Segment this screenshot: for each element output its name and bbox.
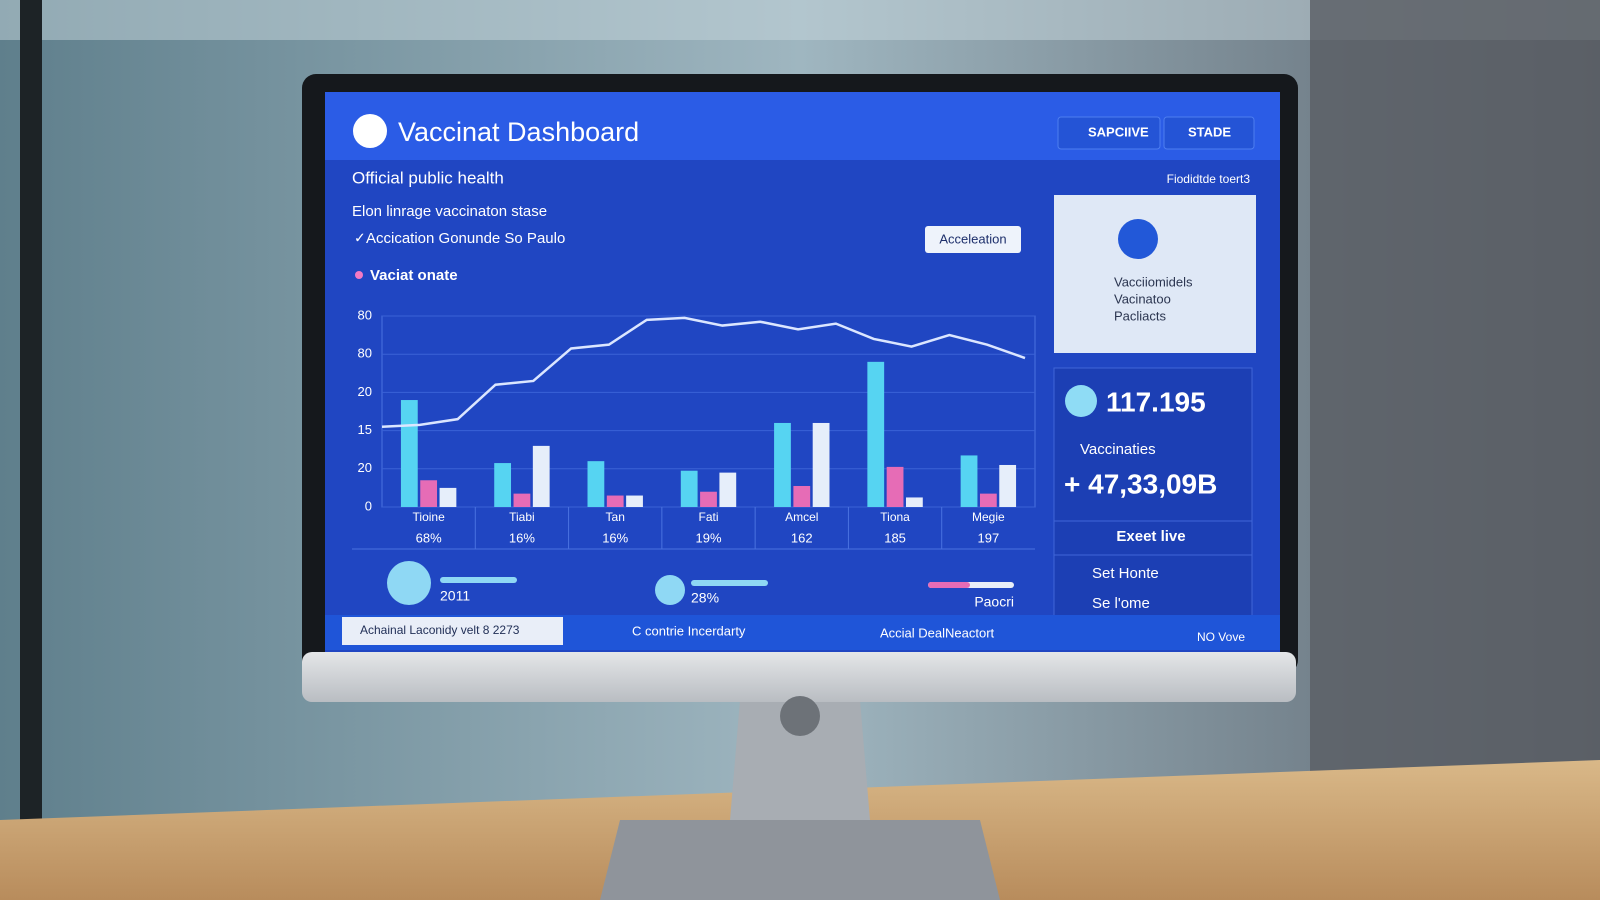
- bar: [979, 493, 997, 507]
- bar: [999, 464, 1017, 507]
- live-item[interactable]: Set Honte: [1092, 565, 1159, 582]
- bar: [867, 361, 885, 507]
- legend-dot: [355, 271, 363, 279]
- y-tick-label: 0: [365, 498, 372, 513]
- y-tick-label: 80: [358, 346, 372, 361]
- trend-line: [381, 316, 1026, 429]
- x-tick-label: Tan: [606, 510, 625, 524]
- category-note: 162: [791, 530, 813, 545]
- progress-label: Paocri: [974, 594, 1014, 610]
- bar: [420, 480, 438, 507]
- corner-note: Fiodidtde toert3: [1167, 172, 1251, 186]
- x-tick-label: Tiona: [880, 510, 910, 524]
- stats-icon: [1065, 385, 1097, 417]
- live-item[interactable]: Se l'ome: [1092, 595, 1150, 612]
- x-tick-label: Megie: [972, 510, 1005, 524]
- note: Elon linrage vaccinaton stase: [352, 203, 547, 220]
- avatar: [655, 575, 685, 605]
- info-icon: [1118, 219, 1158, 259]
- y-tick-label: 80: [358, 307, 372, 322]
- bar: [886, 466, 904, 507]
- info-line: Vacinatoo: [1114, 291, 1171, 306]
- footer-item[interactable]: Achainal Laconidy velt 8 2273: [360, 623, 520, 637]
- bar: [774, 422, 791, 507]
- note: Vaciat onate: [370, 267, 458, 284]
- stat-primary: 117.195: [1106, 386, 1206, 417]
- menu-label[interactable]: STADE: [1188, 124, 1231, 139]
- y-tick-label: 20: [358, 384, 372, 399]
- category-note: 19%: [695, 530, 721, 545]
- bar: [587, 461, 605, 507]
- progress-label: 28%: [691, 590, 719, 606]
- note: Accication Gonunde So Paulo: [366, 230, 565, 247]
- bar: [812, 422, 830, 507]
- tooltip: Acceleation: [939, 231, 1006, 246]
- category-note: 185: [884, 530, 906, 545]
- monitor-stand: [730, 700, 870, 820]
- stat-label: Vaccinaties: [1080, 441, 1156, 458]
- stand-hole: [780, 696, 820, 736]
- bar: [400, 400, 418, 507]
- check-icon: ✓: [354, 230, 366, 246]
- bar: [513, 493, 531, 507]
- x-tick-label: Tioine: [413, 510, 446, 524]
- category-note: 68%: [416, 530, 442, 545]
- app-title: Vaccinat Dashboard: [398, 117, 639, 147]
- bar: [626, 495, 643, 507]
- bar: [793, 485, 811, 507]
- x-tick-label: Fati: [698, 510, 718, 524]
- live-title: Exeet live: [1116, 528, 1185, 545]
- monitor-base: [600, 820, 1000, 900]
- x-tick-label: Tiabi: [509, 510, 535, 524]
- x-tick-label: Amcel: [785, 510, 818, 524]
- info-card: [1054, 195, 1256, 353]
- search-label[interactable]: SAPCIIVE: [1088, 124, 1149, 139]
- logo: [353, 114, 387, 148]
- bar: [680, 470, 698, 507]
- subtitle: Official public health: [352, 168, 504, 187]
- bar: [719, 472, 737, 507]
- bar: [439, 487, 457, 507]
- stat-secondary: + 47,33,09B: [1064, 468, 1217, 499]
- footer-item[interactable]: Accial DealNeactort: [880, 625, 995, 640]
- menu-button[interactable]: [1163, 116, 1255, 150]
- category-note: 16%: [602, 530, 628, 545]
- info-line: Pacliacts: [1114, 308, 1167, 323]
- tooltip-box: [925, 226, 1021, 253]
- category-note: 197: [978, 530, 1000, 545]
- bar: [960, 455, 978, 507]
- monitor-chin: [302, 652, 1296, 702]
- window-frame: [20, 0, 42, 820]
- bar: [700, 491, 717, 507]
- y-tick-label: 15: [358, 422, 372, 437]
- progress-bar: [691, 580, 768, 586]
- progress-bar: [440, 577, 517, 583]
- avatar: [387, 561, 431, 605]
- info-line: Vacciiomidels: [1114, 274, 1193, 289]
- footer-item[interactable]: NO Vove: [1197, 630, 1245, 644]
- search-button[interactable]: [1057, 116, 1161, 150]
- footer-tab[interactable]: [342, 617, 563, 645]
- bar: [905, 497, 923, 507]
- category-note: 16%: [509, 530, 535, 545]
- progress-label: 2011: [440, 588, 470, 604]
- bar: [606, 495, 624, 507]
- y-tick-label: 20: [358, 460, 372, 475]
- bar: [494, 463, 512, 507]
- wall: [1310, 0, 1600, 900]
- footer-item[interactable]: C contrie Incerdarty: [632, 623, 746, 638]
- progress-fill: [928, 582, 970, 588]
- bar: [532, 445, 550, 507]
